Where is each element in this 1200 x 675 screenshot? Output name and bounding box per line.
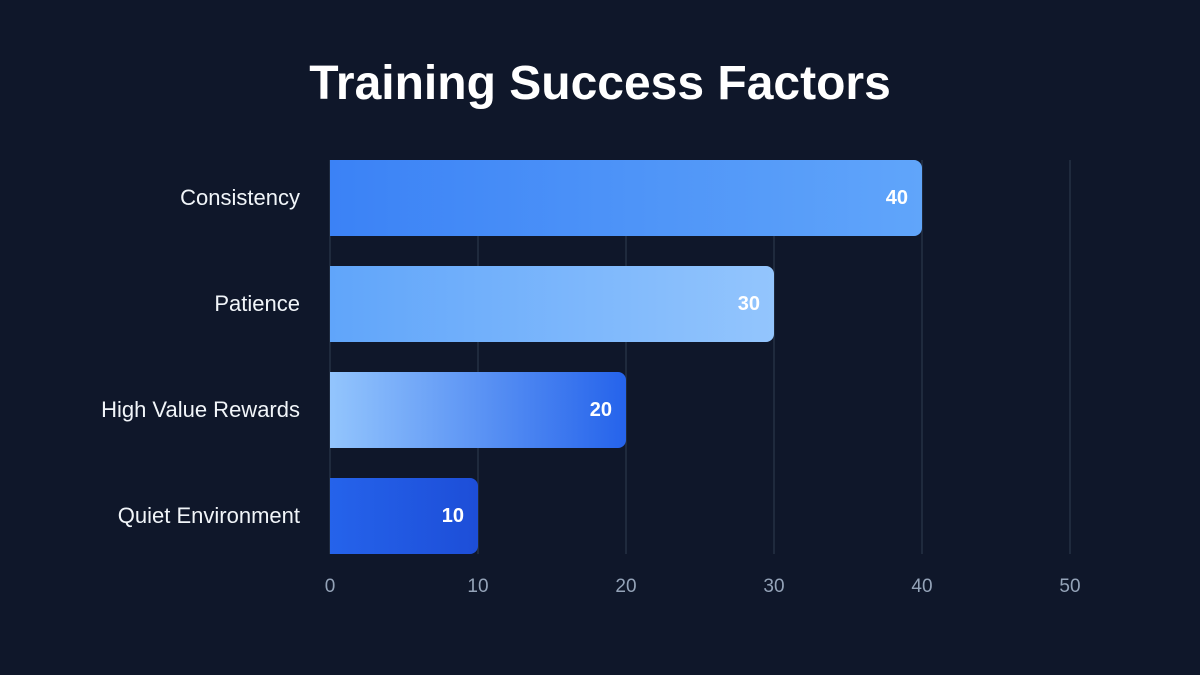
bar-value-label: 20 <box>589 399 612 421</box>
category-label: Patience <box>214 291 300 316</box>
gridline <box>329 160 331 554</box>
bar-patience[interactable]: 30 <box>330 266 774 342</box>
bar-quiet-environment[interactable]: 10 <box>330 478 478 554</box>
x-tick-label: 30 <box>763 576 785 597</box>
gridline <box>773 160 775 554</box>
x-tick-label: 20 <box>615 576 637 597</box>
gridline <box>1069 160 1071 554</box>
bar-value-label: 40 <box>885 187 908 209</box>
x-tick-label: 50 <box>1059 576 1081 597</box>
bar-value-label: 30 <box>737 293 760 315</box>
x-tick-label: 10 <box>467 576 489 597</box>
gridline <box>625 160 627 554</box>
category-label: High Value Rewards <box>101 397 300 422</box>
category-label: Consistency <box>180 185 300 210</box>
x-tick-label: 40 <box>911 576 933 597</box>
bar-value-label: 10 <box>441 505 464 527</box>
gridline <box>921 160 923 554</box>
gridline <box>477 160 479 554</box>
bar-consistency[interactable]: 40 <box>330 160 922 236</box>
x-tick-label: 0 <box>324 576 336 597</box>
chart-title: Training Success Factors <box>309 57 891 110</box>
plot-area: 40 30 20 10 <box>329 160 1071 554</box>
bar-high-value-rewards[interactable]: 20 <box>330 372 626 448</box>
category-label: Quiet Environment <box>117 503 300 528</box>
